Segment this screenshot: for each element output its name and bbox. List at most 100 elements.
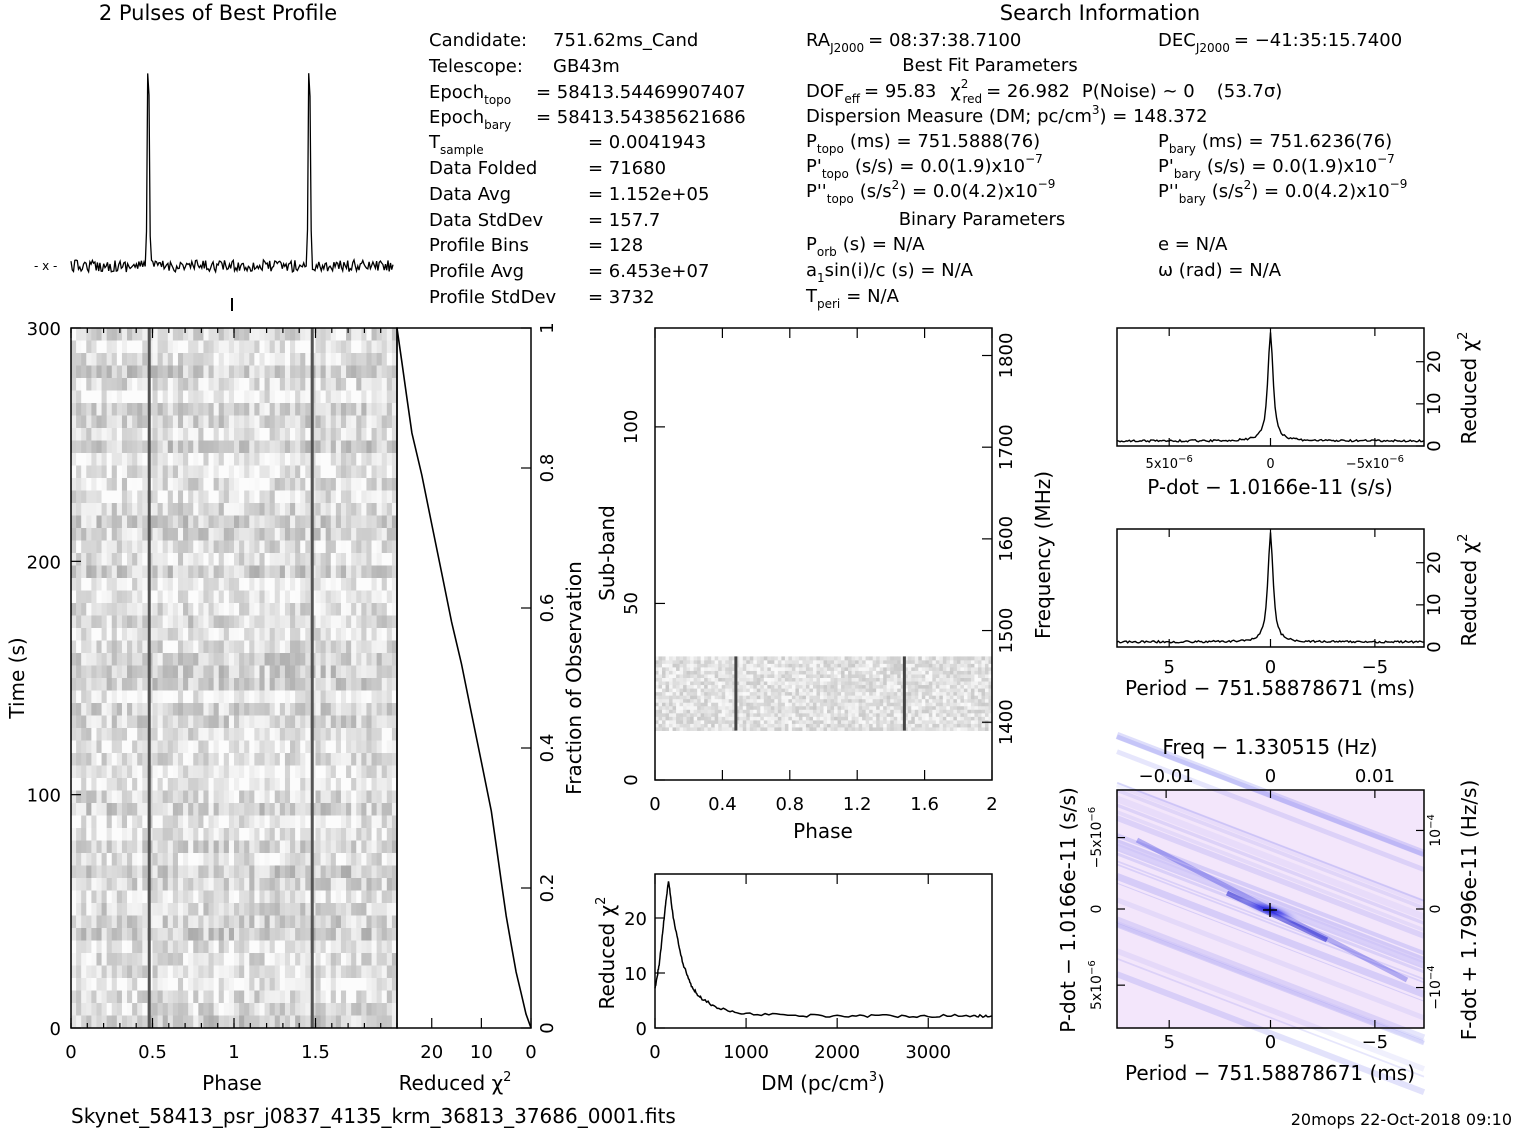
time-phase-cell xyxy=(284,490,291,504)
time-phase-cell xyxy=(96,965,102,979)
time-phase-cell xyxy=(356,428,362,441)
subband-cell xyxy=(676,681,680,686)
time-phase-cell xyxy=(335,378,342,391)
time-phase-cell xyxy=(81,340,87,354)
time-phase-cell xyxy=(295,740,301,754)
time-phase-cell xyxy=(366,353,372,366)
time-phase-cell xyxy=(172,603,179,616)
subband-cell xyxy=(711,705,716,710)
time-phase-cell xyxy=(157,703,164,716)
time-phase-cell xyxy=(361,990,367,1004)
time-phase-cell xyxy=(249,765,255,779)
subband-cell xyxy=(834,712,838,717)
subband-cell xyxy=(869,705,874,710)
time-phase-cell xyxy=(381,978,388,991)
subband-cell xyxy=(921,688,926,693)
time-phase-cell xyxy=(162,903,169,916)
time-phase-cell xyxy=(193,653,199,666)
time-phase-cell xyxy=(274,540,281,554)
time-phase-cell xyxy=(96,990,102,1004)
time-phase-cell xyxy=(86,965,92,979)
time-phase-cell xyxy=(86,453,92,466)
time-phase-cell xyxy=(177,478,184,491)
time-phase-cell xyxy=(279,878,286,891)
time-phase-cell xyxy=(183,728,189,741)
time-phase-cell xyxy=(223,328,230,341)
subband-cell xyxy=(781,684,786,689)
subband-cell xyxy=(739,723,744,728)
time-phase-cell xyxy=(269,790,276,804)
time-phase-cell xyxy=(116,903,123,916)
time-phase-cell xyxy=(290,990,296,1004)
subband-cell xyxy=(819,727,824,731)
time-phase-cell xyxy=(305,465,311,479)
subband-cell xyxy=(662,684,666,689)
time-phase-cell xyxy=(284,778,291,791)
time-phase-cell xyxy=(218,915,225,929)
time-phase-cell xyxy=(81,628,87,641)
time-phase-cell xyxy=(386,878,393,891)
time-phase-cell xyxy=(142,578,148,591)
time-phase-cell xyxy=(208,603,215,616)
time-phase-cell xyxy=(305,840,311,854)
time-phase-cell xyxy=(371,653,378,666)
subband-cell xyxy=(932,712,937,717)
subband-cell xyxy=(970,719,975,724)
time-phase-cell xyxy=(346,428,352,441)
time-phase-cell xyxy=(142,953,148,966)
time-phase-cell xyxy=(223,765,230,779)
tick-label: 1.5 xyxy=(301,1042,330,1063)
time-phase-cell xyxy=(244,453,250,466)
time-phase-cell xyxy=(239,665,245,679)
time-phase-cell xyxy=(234,965,240,979)
subband-cell xyxy=(904,719,909,724)
time-phase-cell xyxy=(208,628,215,641)
time-phase-cell xyxy=(274,553,281,566)
time-phase-cell xyxy=(330,353,337,366)
subband-cell xyxy=(732,723,737,728)
time-phase-cell xyxy=(381,478,388,491)
subband-cell xyxy=(760,716,765,721)
subband-cell xyxy=(865,716,870,721)
time-phase-cell xyxy=(86,390,92,404)
time-phase-cell xyxy=(121,440,128,454)
time-phase-cell xyxy=(167,653,174,666)
time-phase-cell xyxy=(346,365,352,379)
subband-cell xyxy=(837,723,842,728)
subband-cell xyxy=(714,727,719,731)
time-phase-cell xyxy=(234,790,240,804)
subband-cell xyxy=(935,719,940,724)
time-phase-cell xyxy=(295,428,301,441)
subband-cell xyxy=(809,709,814,714)
subband-cell xyxy=(977,716,982,721)
time-phase-cell xyxy=(86,765,92,779)
time-phase-cell xyxy=(127,828,133,841)
time-phase-cell xyxy=(315,815,321,829)
time-phase-cell xyxy=(234,353,240,366)
time-phase-cell xyxy=(335,428,342,441)
time-phase-cell xyxy=(290,765,296,779)
subband-cell xyxy=(858,684,863,689)
time-phase-cell xyxy=(264,503,271,516)
time-phase-cell xyxy=(295,440,301,454)
time-phase-cell xyxy=(218,440,225,454)
time-phase-cell xyxy=(198,778,204,791)
subband-cell xyxy=(707,691,712,696)
time-phase-cell xyxy=(106,628,113,641)
time-phase-cell xyxy=(386,478,393,491)
time-phase-cell xyxy=(340,715,347,729)
time-phase-cell xyxy=(208,965,215,979)
time-phase-cell xyxy=(193,615,199,629)
subband-cell xyxy=(662,716,666,721)
time-phase-cell xyxy=(193,890,199,904)
time-phase-cell xyxy=(346,478,352,491)
time-phase-cell xyxy=(361,903,367,916)
subband-cell xyxy=(669,702,673,707)
time-phase-cell xyxy=(330,428,337,441)
time-phase-cell xyxy=(249,565,255,579)
time-phase-cell xyxy=(127,665,133,679)
subband-cell xyxy=(970,702,975,707)
time-phase-cell xyxy=(177,503,184,516)
time-phase-cell xyxy=(346,415,352,429)
time-phase-cell xyxy=(91,928,97,941)
